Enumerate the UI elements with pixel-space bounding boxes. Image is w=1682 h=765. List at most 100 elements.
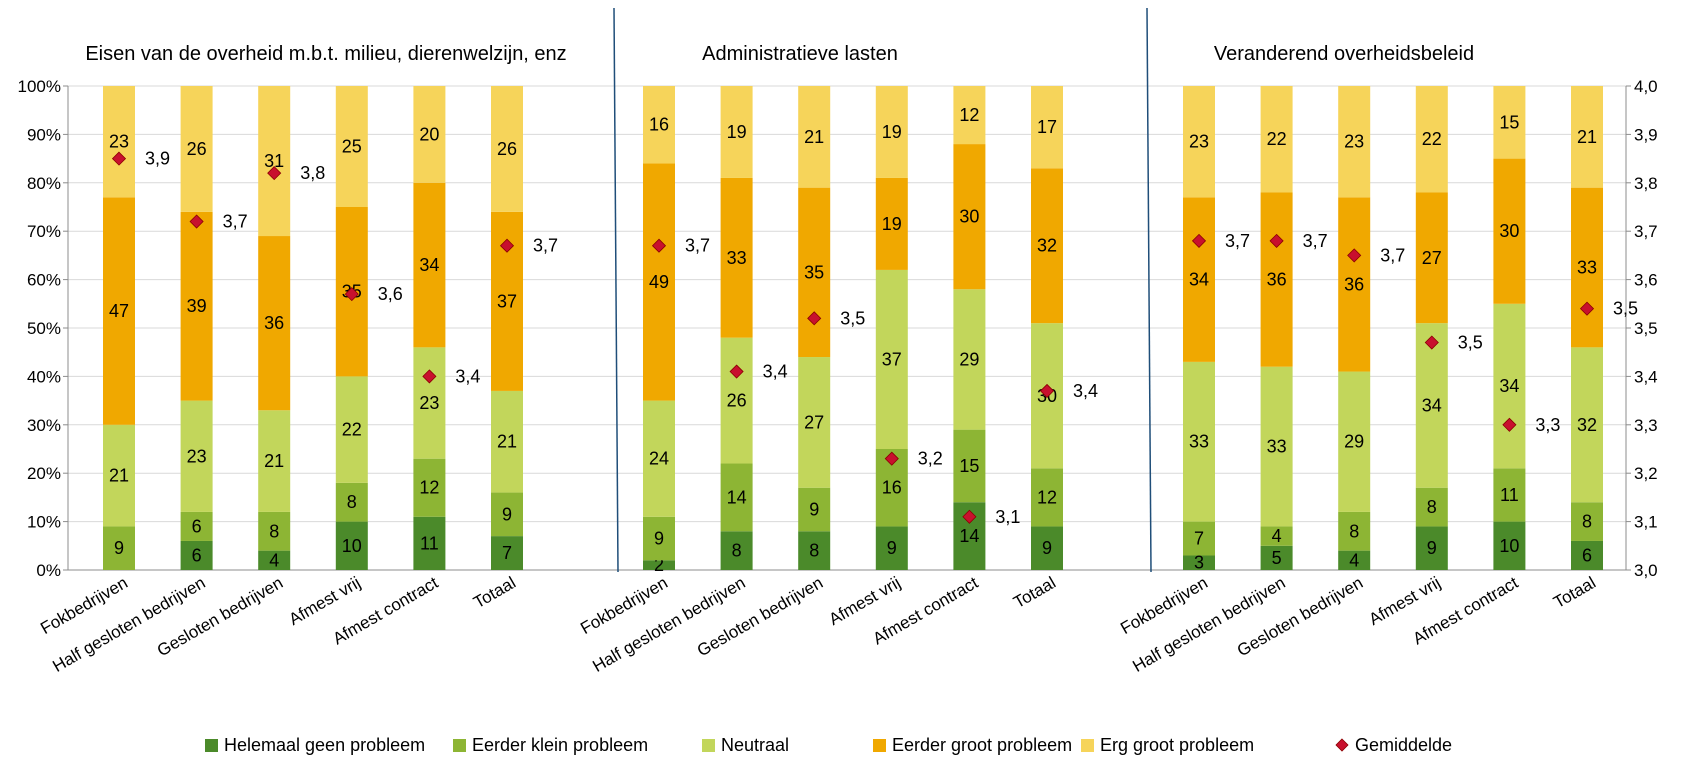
bar-value-label: 29 <box>1344 432 1364 452</box>
bar-segment <box>1415 526 1448 570</box>
bar-segment <box>1338 550 1371 570</box>
mean-value-label: 3,3 <box>1535 415 1560 435</box>
bar-segment <box>180 211 213 401</box>
mean-marker <box>1039 383 1055 398</box>
bar-segment <box>413 86 446 183</box>
category-label: Gesloten bedrijven <box>694 573 826 660</box>
bar-value-label: 34 <box>1189 270 1209 290</box>
bar-value-label: 32 <box>1037 236 1057 256</box>
category-label: Gesloten bedrijven <box>1234 573 1366 660</box>
bar-segment <box>258 236 291 411</box>
bar-value-label: 37 <box>882 349 902 369</box>
bar-stack: 4 8 21 36 31 3,8 <box>258 86 325 570</box>
legend-label: Eerder klein probleem <box>472 735 648 755</box>
bar-segment <box>798 357 831 488</box>
bar-segment <box>1338 86 1371 198</box>
left-tick-label: 70% <box>27 222 61 241</box>
legend-item: Neutraal <box>702 735 789 755</box>
bar-segment <box>1571 540 1603 570</box>
bar-value-label: 29 <box>959 349 979 369</box>
mean-value-label: 3,2 <box>918 449 943 469</box>
left-tick-label: 30% <box>27 416 61 435</box>
bar-value-label: 8 <box>1582 512 1592 532</box>
mean-value-label: 3,5 <box>840 308 865 328</box>
bar-segment <box>798 487 831 532</box>
category-label: Totaal <box>470 573 519 612</box>
bar-value-label: 21 <box>804 127 824 147</box>
bar-value-label: 34 <box>1422 395 1442 415</box>
bar-value-label: 34 <box>1499 376 1519 396</box>
bar-value-label: 25 <box>342 137 362 157</box>
bar-value-label: 6 <box>192 545 202 565</box>
bar-segment <box>1260 86 1293 193</box>
bar-value-label: 37 <box>497 291 517 311</box>
bar-segment <box>413 516 446 570</box>
bar-value-label: 14 <box>959 526 979 546</box>
bar-value-label: 31 <box>264 151 284 171</box>
bar-segment <box>798 187 831 358</box>
bar-value-label: 27 <box>804 412 824 432</box>
left-tick-label: 100% <box>18 77 61 96</box>
bar-value-label: 9 <box>809 500 819 520</box>
bar-segment <box>1571 347 1603 503</box>
bar-value-label: 12 <box>419 478 439 498</box>
panel-divider <box>1146 7 1152 573</box>
legend: Helemaal geen probleem Eerder klein probl… <box>205 735 1452 755</box>
bar-segment <box>413 458 446 517</box>
bar-value-label: 8 <box>1349 521 1359 541</box>
bar-segment <box>1183 86 1215 198</box>
mean-marker <box>344 287 359 302</box>
bar-stack: 4 8 29 36 23 3,7 <box>1338 86 1405 570</box>
bar-segment <box>491 86 523 212</box>
bar-segment <box>1031 168 1063 324</box>
bar-segment <box>953 429 986 503</box>
mean-value-label: 3,6 <box>378 284 403 304</box>
bar-segment <box>953 144 986 290</box>
bar-value-label: 23 <box>1189 132 1209 152</box>
bar-stack: 3 7 33 34 23 3,7 <box>1183 86 1250 573</box>
bar-segment <box>180 511 213 541</box>
right-tick-label: 3,3 <box>1634 416 1658 435</box>
bar-value-label: 11 <box>420 533 439 553</box>
legend-label: Gemiddelde <box>1355 735 1452 755</box>
legend-swatch <box>205 739 218 752</box>
right-tick-label: 3,1 <box>1634 513 1658 532</box>
bar-value-label: 12 <box>1037 487 1057 507</box>
mean-marker <box>499 238 515 253</box>
bar-segment <box>258 86 291 237</box>
bar-value-label: 30 <box>959 207 979 227</box>
bar-segment <box>1338 511 1371 551</box>
bar-value-label: 15 <box>1499 112 1519 132</box>
legend-swatch <box>1081 739 1094 752</box>
mean-marker <box>1502 417 1517 432</box>
bar-value-label: 21 <box>264 451 284 471</box>
bar-value-label: 9 <box>887 538 897 558</box>
legend-item: Eerder groot probleem <box>873 735 1072 755</box>
bar-segment <box>335 376 368 483</box>
bar-stack: 14 15 29 30 12 3,1 <box>953 86 1020 570</box>
mean-marker <box>884 451 899 466</box>
bar-stack: 1082235253,6 <box>335 86 403 570</box>
bar-segment <box>720 337 753 464</box>
mean-marker <box>422 369 437 384</box>
bar-segment <box>1415 323 1448 488</box>
bar-stack: 54 33 36 22 3,7 <box>1260 86 1328 570</box>
panel-title: Eisen van de overheid m.b.t. milieu, die… <box>85 43 566 65</box>
mean-marker <box>1579 301 1595 316</box>
bar-value-label: 33 <box>1189 432 1209 452</box>
bar-value-label: 23 <box>1344 132 1364 152</box>
bar-value-label: 26 <box>497 139 517 159</box>
bar-value-label: 27 <box>1422 248 1442 268</box>
bar-segment <box>1493 158 1526 304</box>
bar-segment <box>1571 187 1603 348</box>
bar-segment <box>875 177 908 270</box>
left-tick-label: 80% <box>27 174 61 193</box>
legend-item: Erg groot probleem <box>1081 735 1254 755</box>
bar-value-label: 19 <box>882 122 902 142</box>
bar-stack: 2 9 24 49 16 3,7 <box>643 86 710 575</box>
bar-value-label: 11 <box>1500 485 1519 505</box>
right-tick-label: 3,5 <box>1634 319 1658 338</box>
bar-segment <box>720 177 753 338</box>
bar-stack: 6 8 32 33 21 3,5 <box>1571 86 1638 570</box>
bar-segment <box>1338 197 1371 372</box>
